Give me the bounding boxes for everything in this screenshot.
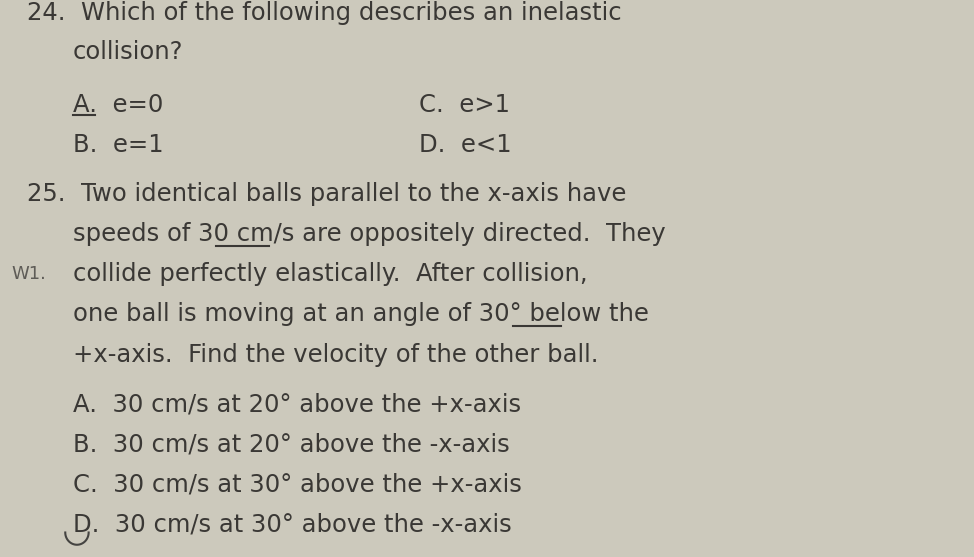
Text: D.  e<1: D. e<1 xyxy=(419,133,511,157)
Text: one ball is moving at an angle of 30° below the: one ball is moving at an angle of 30° be… xyxy=(73,302,649,326)
Text: 25.  Two identical balls parallel to the x-axis have: 25. Two identical balls parallel to the … xyxy=(27,182,626,206)
Text: C.  e>1: C. e>1 xyxy=(419,93,509,117)
Text: collide perfectly elastically.  After collision,: collide perfectly elastically. After col… xyxy=(73,262,587,286)
Text: 24.  Which of the following describes an inelastic: 24. Which of the following describes an … xyxy=(27,1,621,25)
Text: B.  e=1: B. e=1 xyxy=(73,133,164,157)
Text: B.  30 cm/s at 20° above the -x-axis: B. 30 cm/s at 20° above the -x-axis xyxy=(73,433,509,457)
Text: D.  30 cm/s at 30° above the -x-axis: D. 30 cm/s at 30° above the -x-axis xyxy=(73,513,511,537)
Text: collision?: collision? xyxy=(73,40,183,64)
Text: W1.: W1. xyxy=(12,265,47,283)
Text: A.  e=0: A. e=0 xyxy=(73,93,164,117)
Text: C.  30 cm/s at 30° above the +x-axis: C. 30 cm/s at 30° above the +x-axis xyxy=(73,473,522,497)
Text: +x-axis.  Find the velocity of the other ball.: +x-axis. Find the velocity of the other … xyxy=(73,343,599,367)
Text: A.  30 cm/s at 20° above the +x-axis: A. 30 cm/s at 20° above the +x-axis xyxy=(73,393,521,417)
Text: speeds of 30 cm/s are oppositely directed.  They: speeds of 30 cm/s are oppositely directe… xyxy=(73,222,666,246)
